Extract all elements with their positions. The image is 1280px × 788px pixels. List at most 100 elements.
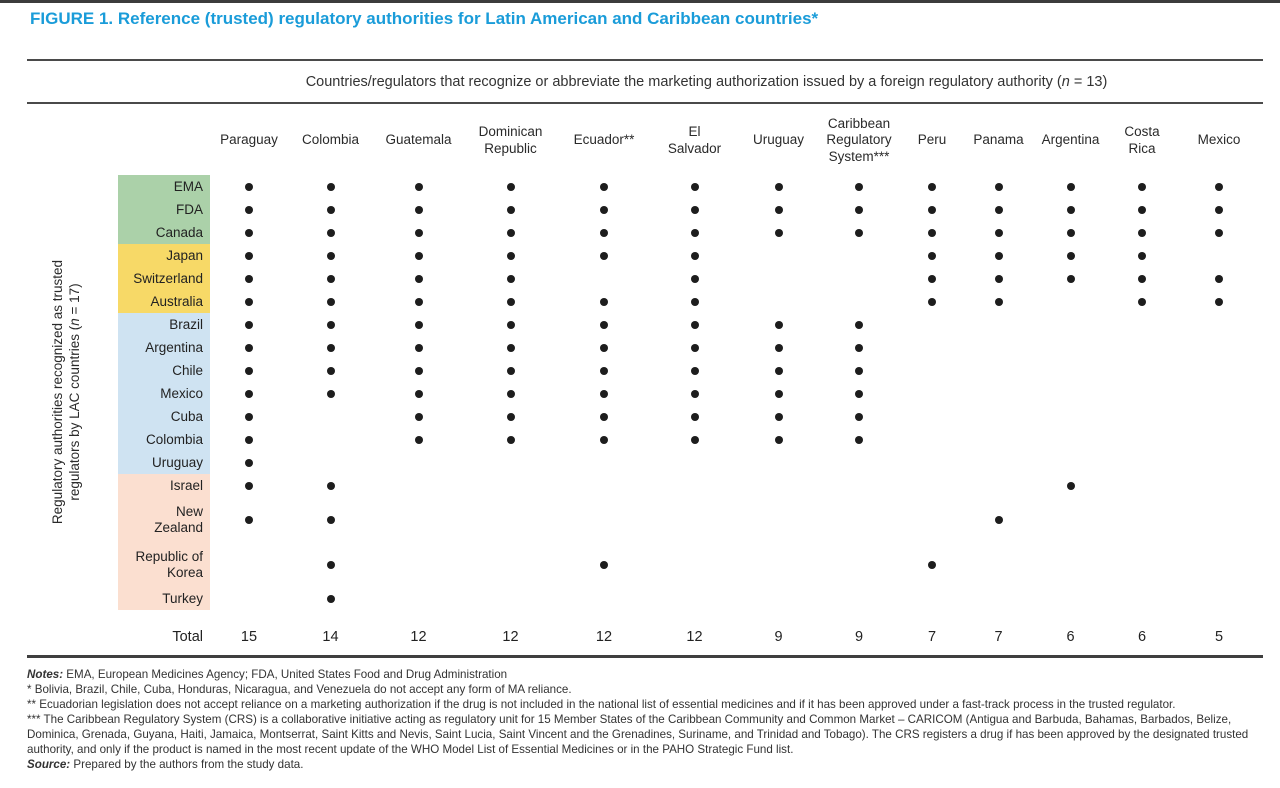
dot	[774, 320, 783, 329]
matrix-row: Colombia	[118, 428, 1263, 451]
dot	[928, 251, 936, 260]
dot-cell	[965, 244, 1032, 267]
dot-cell	[210, 428, 288, 451]
empty-cell	[738, 290, 819, 313]
dot-cell	[965, 267, 1032, 290]
column-header: Caribbean Regulatory System***	[826, 115, 892, 164]
dot-cell	[651, 198, 738, 221]
empty-cell	[899, 428, 965, 451]
dot	[600, 320, 608, 329]
y-axis-label: Regulatory authorities recognized as tru…	[49, 172, 83, 612]
page-top-rule	[0, 0, 1280, 3]
dot-cell	[738, 221, 819, 244]
empty-cell	[1109, 313, 1175, 336]
dot	[690, 297, 699, 306]
row-label: Argentina	[118, 336, 210, 359]
empty-cell	[1109, 336, 1175, 359]
empty-cell	[210, 542, 288, 587]
dot-cell	[557, 244, 651, 267]
matrix-grid: Paraguay Colombia Guatemala Dominican Repub…	[118, 106, 1263, 650]
empty-cell	[965, 382, 1032, 405]
dot	[690, 343, 699, 352]
column-header: Panama	[973, 132, 1024, 148]
dot-cell	[738, 336, 819, 359]
dot	[326, 320, 335, 329]
dot	[414, 251, 423, 260]
dot-cell	[464, 244, 557, 267]
empty-cell	[1032, 382, 1109, 405]
total-value: 7	[994, 629, 1003, 645]
matrix-row: Australia	[118, 290, 1263, 313]
empty-cell	[738, 587, 819, 610]
dot	[994, 251, 1003, 260]
dot-cell	[288, 313, 373, 336]
dot	[774, 412, 783, 421]
dot	[690, 435, 699, 444]
row-label: Uruguay	[118, 451, 210, 474]
y-axis-label-line2-pre: regulators by LAC countries (	[67, 325, 82, 501]
matrix-row: Uruguay	[118, 451, 1263, 474]
column-header: Dominican Republic	[478, 124, 543, 156]
dot	[928, 560, 936, 569]
empty-cell	[1109, 474, 1175, 497]
dot-cell	[819, 221, 899, 244]
dot-cell	[464, 428, 557, 451]
empty-cell	[819, 497, 899, 542]
dot	[326, 297, 335, 306]
dot	[1138, 274, 1146, 283]
dot-cell	[899, 542, 965, 587]
total-label: Total	[172, 629, 203, 645]
dot-cell	[899, 290, 965, 313]
dot	[245, 205, 253, 214]
dot-cell	[1032, 175, 1109, 198]
empty-cell	[373, 497, 464, 542]
empty-cell	[1109, 542, 1175, 587]
dot-cell	[288, 497, 373, 542]
empty-cell	[557, 451, 651, 474]
dot	[1215, 228, 1223, 237]
dot-cell	[965, 198, 1032, 221]
dot	[506, 251, 515, 260]
empty-cell	[899, 587, 965, 610]
dot-cell	[819, 198, 899, 221]
dot-cell	[651, 359, 738, 382]
dot-cell	[651, 267, 738, 290]
column-header: Argentina	[1041, 132, 1100, 148]
empty-cell	[651, 474, 738, 497]
matrix-row: Israel	[118, 474, 1263, 497]
matrix-row: Argentina	[118, 336, 1263, 359]
dot	[774, 389, 783, 398]
total-value: 14	[322, 629, 339, 645]
empty-cell	[965, 359, 1032, 382]
dot	[774, 366, 783, 375]
empty-cell	[373, 474, 464, 497]
empty-cell	[1175, 405, 1263, 428]
dot	[414, 182, 423, 191]
empty-cell	[210, 587, 288, 610]
column-group-header-count: = 13)	[1069, 74, 1108, 90]
dot-cell	[210, 267, 288, 290]
figure-title-text: FIGURE 1. Reference (trusted) regulatory…	[30, 9, 819, 28]
dot	[245, 412, 253, 421]
dot-cell	[1032, 267, 1109, 290]
column-header: Costa Rica	[1124, 124, 1160, 156]
dot	[326, 182, 335, 191]
empty-cell	[819, 267, 899, 290]
empty-cell	[819, 244, 899, 267]
empty-cell	[288, 428, 373, 451]
dot-cell	[738, 198, 819, 221]
dot	[1215, 182, 1223, 191]
dot	[506, 274, 515, 283]
dot-cell	[651, 428, 738, 451]
dot	[600, 343, 608, 352]
dot	[690, 412, 699, 421]
dot	[994, 297, 1003, 306]
dot-cell	[965, 497, 1032, 542]
dot-cell	[557, 428, 651, 451]
empty-cell	[1032, 336, 1109, 359]
dot	[855, 412, 863, 421]
dot	[1066, 481, 1075, 490]
column-group-header-text: Countries/regulators that recognize or a…	[305, 74, 1062, 90]
empty-cell	[899, 405, 965, 428]
column-header: Uruguay	[752, 132, 805, 148]
